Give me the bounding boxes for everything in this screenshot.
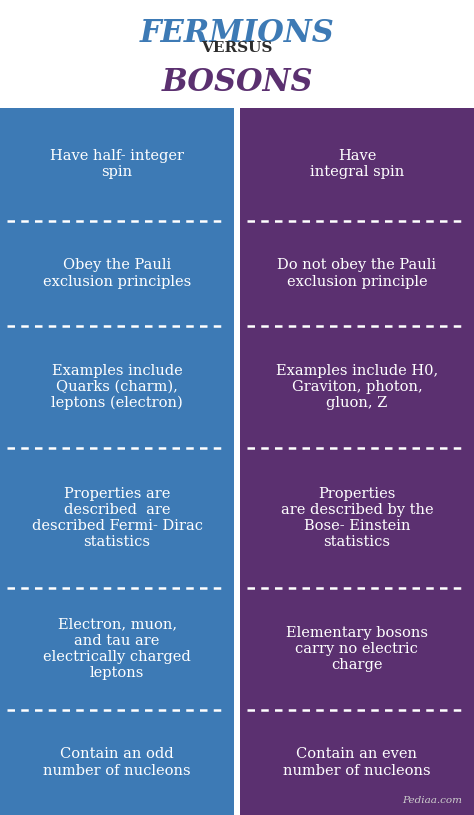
Bar xyxy=(240,448,474,588)
Text: Contain an odd
number of nucleons: Contain an odd number of nucleons xyxy=(43,747,191,778)
Text: Have
integral spin: Have integral spin xyxy=(310,149,404,179)
Text: Examples include
Quarks (charm),
leptons (electron): Examples include Quarks (charm), leptons… xyxy=(51,363,183,411)
Bar xyxy=(0,326,234,448)
Text: BOSONS: BOSONS xyxy=(161,67,313,98)
Bar xyxy=(0,108,234,221)
Bar xyxy=(240,710,474,815)
Text: Electron, muon,
and tau are
electrically charged
leptons: Electron, muon, and tau are electrically… xyxy=(43,618,191,681)
Text: VERSUS: VERSUS xyxy=(201,41,273,55)
Text: Obey the Pauli
exclusion principles: Obey the Pauli exclusion principles xyxy=(43,258,191,289)
Text: Examples include H0,
Graviton, photon,
gluon, Z: Examples include H0, Graviton, photon, g… xyxy=(276,363,438,410)
Bar xyxy=(240,326,474,448)
Bar xyxy=(0,221,234,326)
Bar xyxy=(0,448,234,588)
Text: Do not obey the Pauli
exclusion principle: Do not obey the Pauli exclusion principl… xyxy=(277,258,437,289)
Text: Have half- integer
spin: Have half- integer spin xyxy=(50,149,184,179)
Bar xyxy=(234,108,240,815)
Text: Properties
are described by the
Bose- Einstein
statistics: Properties are described by the Bose- Ei… xyxy=(281,487,433,549)
Text: Elementary bosons
carry no electric
charge: Elementary bosons carry no electric char… xyxy=(286,626,428,672)
Bar xyxy=(240,221,474,326)
Bar xyxy=(240,588,474,710)
Text: Properties are
described  are
described Fermi- Dirac
statistics: Properties are described are described F… xyxy=(32,487,202,549)
Bar xyxy=(0,588,234,710)
Bar xyxy=(240,108,474,221)
Text: Pediaa.com: Pediaa.com xyxy=(402,796,462,805)
Text: FERMIONS: FERMIONS xyxy=(140,18,334,49)
Text: Contain an even
number of nucleons: Contain an even number of nucleons xyxy=(283,747,431,778)
Bar xyxy=(0,710,234,815)
